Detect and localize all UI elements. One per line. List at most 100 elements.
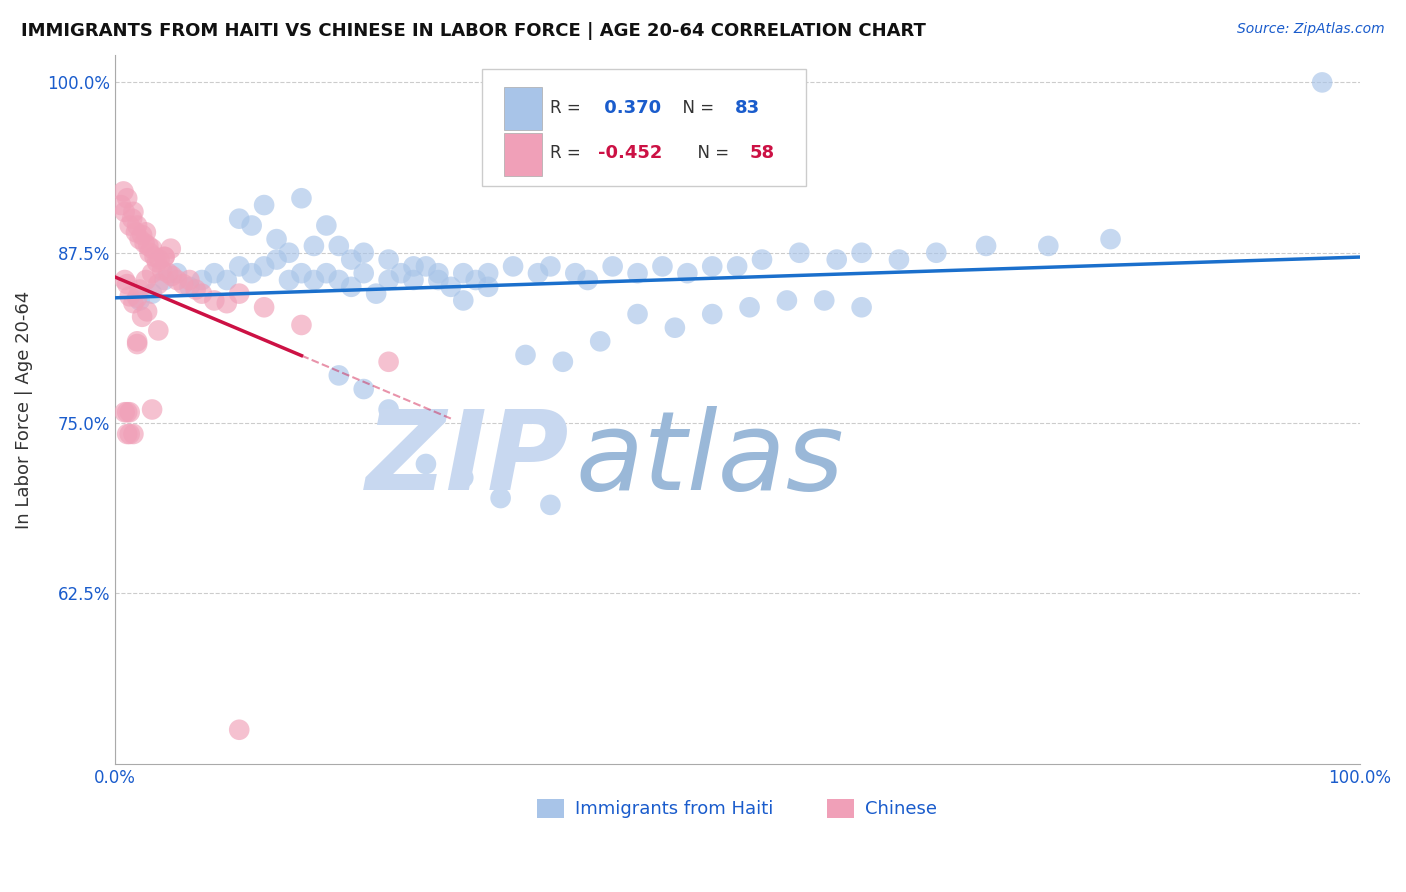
Point	[377, 355, 399, 369]
Text: Source: ZipAtlas.com: Source: ZipAtlas.com	[1237, 22, 1385, 37]
Point	[377, 252, 399, 267]
Point	[172, 277, 194, 291]
Point	[751, 252, 773, 267]
Point	[453, 470, 475, 484]
Point	[651, 260, 673, 274]
Point	[290, 191, 312, 205]
Point	[141, 286, 163, 301]
Point	[228, 260, 250, 274]
Point	[290, 266, 312, 280]
Point	[166, 273, 188, 287]
Point	[253, 198, 276, 212]
Point	[127, 337, 149, 351]
Point	[135, 225, 157, 239]
Point	[191, 273, 214, 287]
Point	[464, 273, 486, 287]
Point	[128, 283, 150, 297]
Point	[377, 273, 399, 287]
Point	[415, 260, 437, 274]
Point	[122, 205, 145, 219]
Point	[1310, 75, 1333, 89]
Point	[179, 273, 201, 287]
Point	[141, 242, 163, 256]
Point	[415, 457, 437, 471]
Point	[125, 225, 148, 239]
Point	[141, 266, 163, 280]
Point	[240, 266, 263, 280]
Point	[302, 239, 325, 253]
Point	[115, 191, 138, 205]
Point	[138, 239, 160, 253]
Point	[202, 293, 225, 308]
Point	[290, 318, 312, 332]
Point	[340, 280, 363, 294]
Point	[179, 280, 201, 294]
Point	[626, 266, 648, 280]
Point	[589, 334, 612, 349]
Text: N =: N =	[672, 99, 720, 117]
Point	[825, 252, 848, 267]
Point	[1038, 239, 1060, 253]
Point	[110, 198, 132, 212]
Text: 83: 83	[735, 99, 759, 117]
Point	[602, 260, 624, 274]
Point	[160, 268, 183, 283]
Point	[228, 723, 250, 737]
Point	[366, 286, 388, 301]
Point	[114, 405, 136, 419]
Point	[135, 273, 157, 287]
Point	[118, 289, 141, 303]
Point	[340, 252, 363, 267]
Point	[253, 300, 276, 314]
Point	[315, 219, 337, 233]
Text: R =: R =	[550, 99, 586, 117]
Point	[115, 277, 138, 291]
Text: atlas: atlas	[575, 406, 844, 513]
Point	[576, 273, 599, 287]
Point	[150, 263, 173, 277]
Point	[153, 273, 176, 287]
Point	[427, 266, 450, 280]
Point	[328, 368, 350, 383]
Point	[328, 273, 350, 287]
Point	[118, 405, 141, 419]
Point	[389, 266, 412, 280]
Point	[453, 293, 475, 308]
Legend: Immigrants from Haiti, Chinese: Immigrants from Haiti, Chinese	[530, 792, 945, 826]
Point	[626, 307, 648, 321]
FancyBboxPatch shape	[505, 133, 541, 176]
Point	[851, 245, 873, 260]
Point	[114, 273, 136, 287]
Point	[702, 260, 724, 274]
Text: 0.370: 0.370	[598, 99, 661, 117]
Point	[328, 239, 350, 253]
Point	[353, 245, 375, 260]
Point	[118, 219, 141, 233]
Point	[377, 402, 399, 417]
Point	[215, 273, 238, 287]
Point	[128, 293, 150, 308]
Point	[402, 260, 425, 274]
Point	[157, 266, 180, 280]
Point	[148, 252, 170, 267]
Point	[353, 382, 375, 396]
Point	[440, 280, 463, 294]
Point	[353, 266, 375, 280]
Point	[564, 266, 586, 280]
Point	[153, 250, 176, 264]
Point	[127, 219, 149, 233]
Point	[253, 260, 276, 274]
Point	[118, 427, 141, 442]
Point	[146, 255, 169, 269]
FancyBboxPatch shape	[482, 70, 806, 186]
Point	[215, 296, 238, 310]
Point	[887, 252, 910, 267]
Point	[136, 304, 159, 318]
Point	[315, 266, 337, 280]
Y-axis label: In Labor Force | Age 20-64: In Labor Force | Age 20-64	[15, 291, 32, 529]
Point	[538, 260, 561, 274]
Point	[122, 427, 145, 442]
Point	[127, 291, 149, 305]
Point	[776, 293, 799, 308]
Point	[138, 245, 160, 260]
